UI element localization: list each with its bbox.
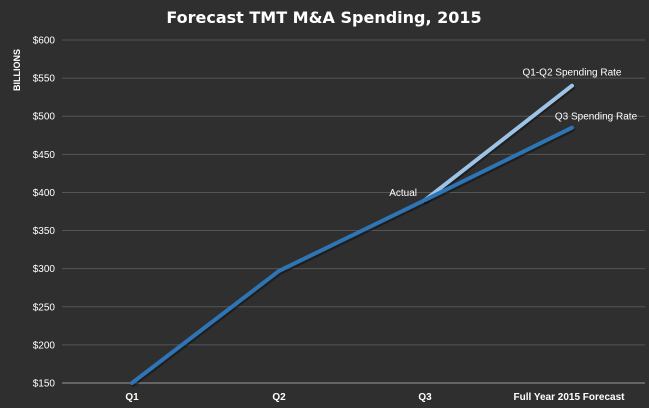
series-line-q1-q2-spending-rate	[423, 83, 574, 203]
grid	[62, 39, 645, 346]
y-tick-label: $450	[33, 150, 56, 161]
y-tick-label: $150	[33, 379, 56, 390]
y-tick-label: $350	[33, 226, 56, 237]
series-line-shadow	[424, 85, 575, 205]
series-annotation: Q3 Spending Rate	[555, 112, 638, 123]
y-tick-labels: $150 $200 $250 $300 $350 $400 $450 $500 $550 $600	[33, 36, 56, 390]
y-tick-label: $550	[33, 74, 56, 85]
series-line-shadow	[424, 127, 575, 205]
x-tick-label: Q3	[418, 392, 432, 403]
y-tick-label: $400	[33, 188, 56, 199]
x-tick-label: Q1	[125, 392, 139, 403]
y-axis-label: BILLIONS	[12, 49, 22, 91]
y-tick-label: $250	[33, 302, 56, 313]
series-line-shadow	[131, 200, 428, 387]
chart-title: Forecast TMT M&A Spending, 2015	[166, 8, 481, 27]
y-tick-label: $300	[33, 264, 56, 275]
x-tick-label: Q2	[272, 392, 286, 403]
series-line-actual	[130, 198, 427, 385]
x-tick-label: Full Year 2015 Forecast	[514, 392, 626, 403]
y-tick-label: $600	[33, 36, 56, 47]
series-annotations: Actual Q1-Q2 Spending Rate Q3 Spending Rat…	[389, 68, 637, 199]
series-annotation: Q1-Q2 Spending Rate	[523, 68, 622, 79]
y-tick-label: $500	[33, 112, 56, 123]
x-tick-labels: Q1 Q2 Q3 Full Year 2015 Forecast	[125, 392, 625, 403]
series-line-q3-spending-rate	[423, 125, 574, 203]
series-lines	[130, 83, 575, 387]
y-tick-label: $200	[33, 340, 56, 351]
series-annotation: Actual	[389, 188, 417, 199]
